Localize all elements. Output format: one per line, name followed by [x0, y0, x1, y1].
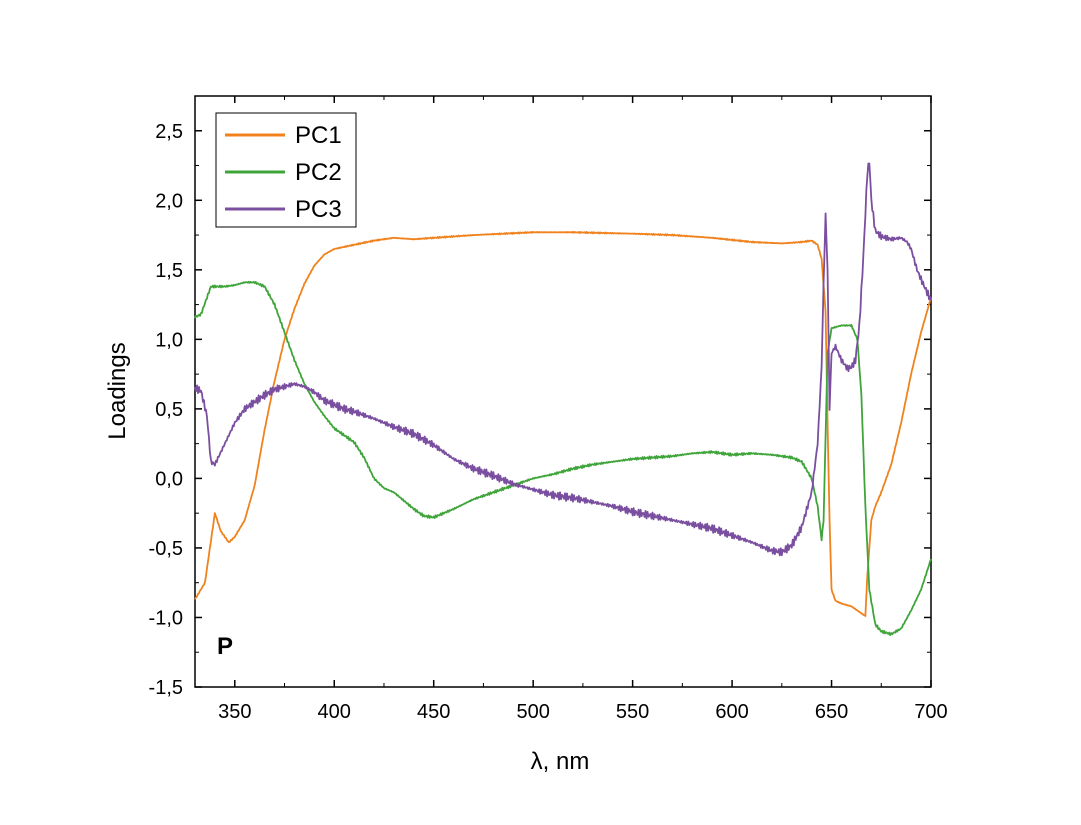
x-tick-label: 550 — [616, 701, 649, 723]
legend-label-pc3: PC3 — [295, 196, 342, 223]
series-layer — [194, 162, 932, 636]
x-axis: 350 400 450 500 550 600 650 700 — [218, 96, 948, 723]
series-line-pc2 — [194, 280, 932, 636]
legend-label-pc2: PC2 — [295, 159, 342, 186]
x-axis-title: λ, nm — [531, 748, 590, 775]
y-tick-label: 2,5 — [155, 121, 183, 143]
y-axis: -1,5 -1,0 -0,5 0,0 0,5 1,0 1,5 2,0 2,5 — [149, 121, 931, 699]
y-tick-label: 0,0 — [155, 468, 183, 490]
y-tick-label: 1,5 — [155, 260, 183, 282]
x-tick-label: 350 — [218, 701, 251, 723]
x-tick-label: 600 — [715, 701, 748, 723]
y-tick-label: -1,5 — [149, 677, 183, 699]
legend-label-pc1: PC1 — [295, 122, 342, 149]
y-tick-label: -0,5 — [149, 538, 183, 560]
x-tick-label: 650 — [815, 701, 848, 723]
y-tick-label: 1,0 — [155, 329, 183, 351]
legend: PC1 PC2 PC3 — [215, 112, 357, 228]
series-line-pc1 — [194, 230, 932, 617]
y-tick-label: -1,0 — [149, 607, 183, 629]
x-tick-label: 400 — [318, 701, 351, 723]
y-tick-label: 0,5 — [155, 399, 183, 421]
x-tick-label: 700 — [914, 701, 947, 723]
x-tick-label: 500 — [516, 701, 549, 723]
x-tick-label: 450 — [417, 701, 450, 723]
y-tick-label: 2,0 — [155, 190, 183, 212]
panel-label: P — [217, 633, 233, 660]
series-line-pc3 — [194, 162, 932, 557]
y-axis-title: Loadings — [104, 342, 131, 439]
